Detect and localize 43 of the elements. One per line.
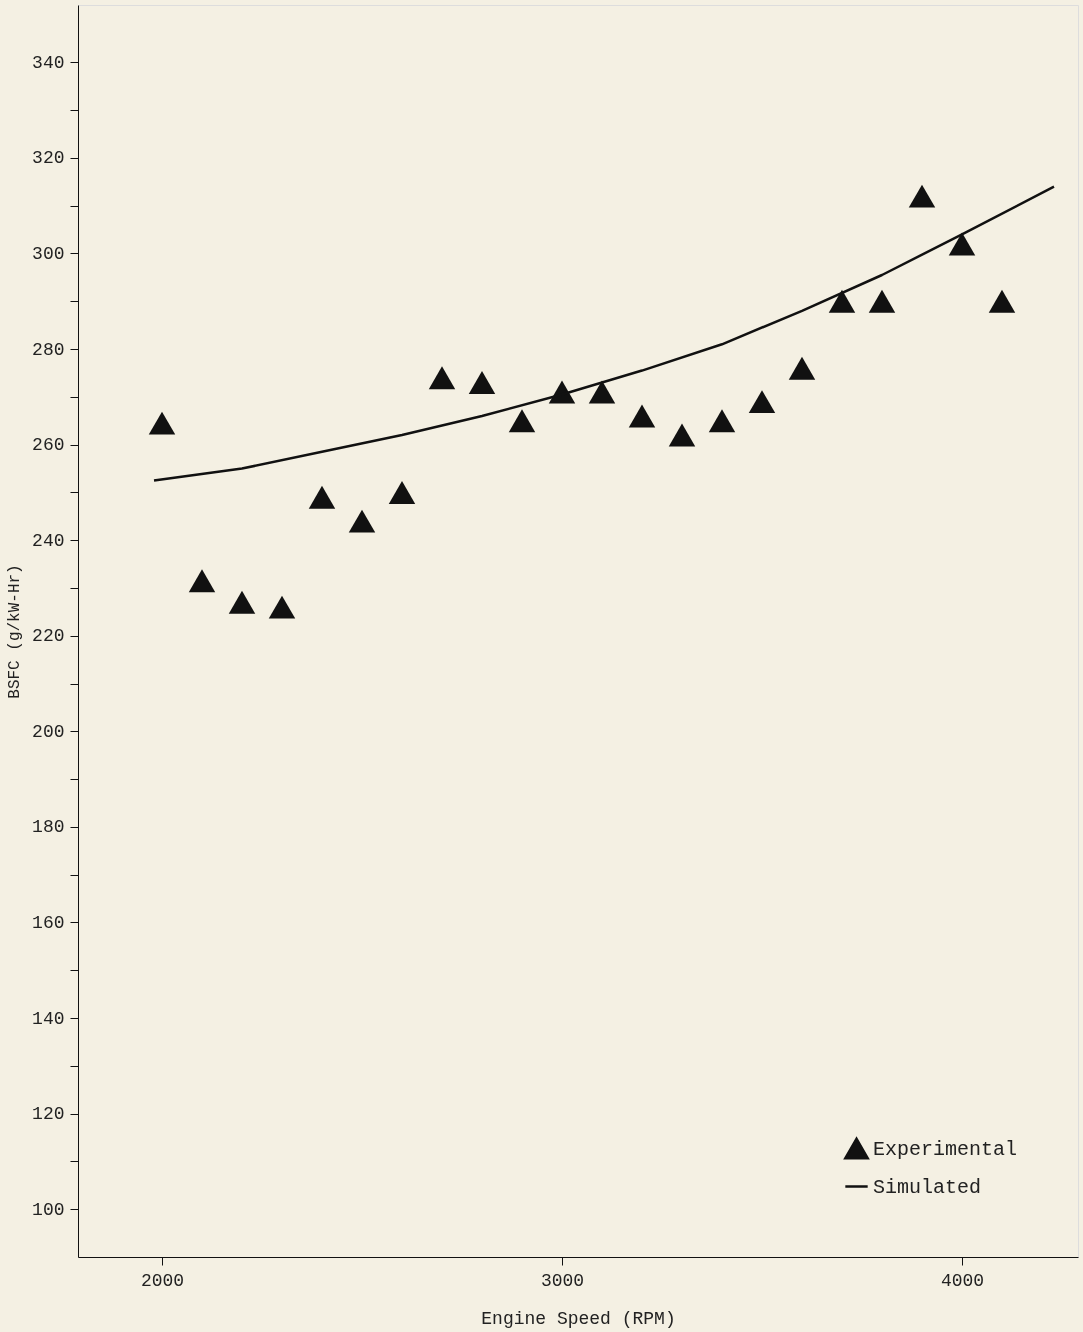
y-tick-label: 100	[32, 1199, 65, 1220]
y-tick-label: 340	[32, 52, 65, 73]
y-tick-label: 160	[32, 913, 65, 933]
point	[948, 232, 976, 256]
point	[908, 184, 936, 208]
y-tick-label: 300	[32, 243, 65, 264]
y-tick-label: 120	[32, 1104, 65, 1125]
line-series	[152, 185, 1056, 482]
point	[468, 371, 496, 394]
point	[668, 423, 696, 447]
y-tick-label: 260	[32, 435, 65, 456]
y-axis-title: BSFC (g/kW-Hr)	[6, 564, 25, 699]
point	[268, 595, 296, 619]
point	[428, 366, 456, 390]
y-tick-label: 320	[32, 148, 65, 169]
legend-label: Simulated	[873, 1175, 982, 1199]
point	[308, 485, 336, 509]
point	[188, 569, 216, 593]
point	[588, 380, 616, 404]
point	[228, 590, 256, 614]
point	[708, 409, 736, 433]
x-axis-title: Engine Speed (RPM)	[481, 1308, 676, 1329]
point	[628, 404, 656, 428]
y-tick-label: 220	[32, 626, 65, 647]
y-tick-label: 140	[32, 1008, 65, 1029]
point	[388, 480, 416, 504]
point	[548, 380, 576, 404]
point	[828, 289, 856, 313]
y-tick-label: 180	[32, 817, 65, 838]
y-tick-label: 240	[32, 530, 65, 551]
x-tick-label: 3000	[540, 1270, 585, 1291]
y-tick-label: 200	[32, 721, 65, 742]
point	[148, 411, 176, 435]
point	[748, 390, 776, 414]
point	[508, 409, 536, 433]
x-tick-label: 2000	[140, 1270, 185, 1291]
point	[348, 509, 376, 533]
x-tick-label: 4000	[940, 1270, 985, 1291]
y-tick-label: 280	[32, 339, 65, 360]
legend-label: Experimental	[873, 1137, 1018, 1161]
point	[788, 356, 816, 380]
point	[988, 289, 1016, 313]
point	[868, 289, 896, 313]
